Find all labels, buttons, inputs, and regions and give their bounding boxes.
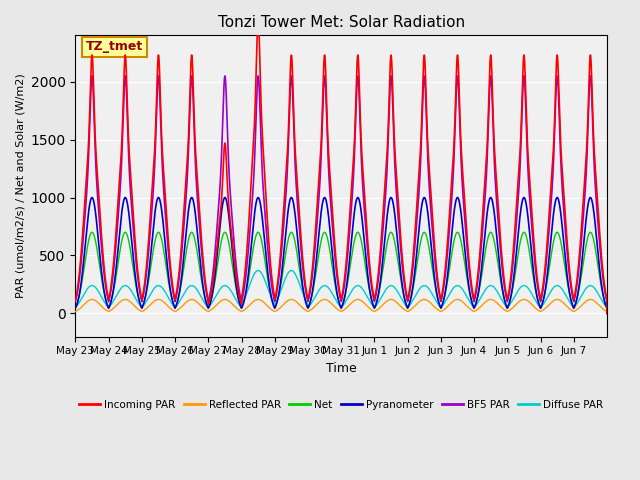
Y-axis label: PAR (umol/m2/s) / Net and Solar (W/m2): PAR (umol/m2/s) / Net and Solar (W/m2): [15, 73, 25, 298]
Legend: Incoming PAR, Reflected PAR, Net, Pyranometer, BF5 PAR, Diffuse PAR: Incoming PAR, Reflected PAR, Net, Pyrano…: [76, 396, 607, 414]
Title: Tonzi Tower Met: Solar Radiation: Tonzi Tower Met: Solar Radiation: [218, 15, 465, 30]
X-axis label: Time: Time: [326, 362, 356, 375]
Text: TZ_tmet: TZ_tmet: [86, 40, 143, 53]
